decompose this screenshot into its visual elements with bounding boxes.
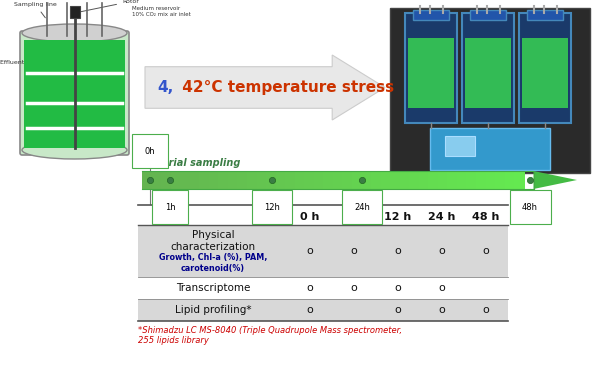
Bar <box>247 171 257 189</box>
Text: o: o <box>350 283 358 293</box>
Text: o: o <box>483 305 489 315</box>
Text: o: o <box>306 283 313 293</box>
FancyBboxPatch shape <box>20 31 129 155</box>
Text: o: o <box>306 305 313 315</box>
Text: o: o <box>439 283 445 293</box>
Bar <box>362 171 372 189</box>
Text: 0h: 0h <box>145 147 156 155</box>
Bar <box>24 40 125 148</box>
Bar <box>522 38 568 108</box>
Bar <box>218 171 229 189</box>
Bar <box>381 171 392 189</box>
Bar <box>413 10 449 20</box>
Bar <box>161 171 172 189</box>
Bar <box>470 10 506 20</box>
Text: 4,: 4, <box>157 80 173 95</box>
Bar <box>400 171 411 189</box>
Text: 24 h: 24 h <box>429 212 456 222</box>
Polygon shape <box>533 171 577 189</box>
Bar <box>457 171 468 189</box>
Bar <box>465 38 511 108</box>
Text: 12 h: 12 h <box>384 212 412 222</box>
Text: o: o <box>395 283 401 293</box>
Bar <box>170 171 181 189</box>
Bar <box>514 171 525 189</box>
Bar <box>408 38 454 108</box>
Text: Physical
characterization: Physical characterization <box>170 230 256 252</box>
Bar <box>333 171 344 189</box>
Bar <box>313 171 325 189</box>
Text: Growth, Chl-a (%), PAM,
carotenoid(%): Growth, Chl-a (%), PAM, carotenoid(%) <box>159 253 267 273</box>
Bar <box>467 171 477 189</box>
Text: Effluent reservoir: Effluent reservoir <box>0 60 54 66</box>
Bar <box>138 225 508 277</box>
Text: Serial sampling: Serial sampling <box>155 158 240 168</box>
Text: o: o <box>483 246 489 256</box>
Bar <box>390 8 590 173</box>
Bar <box>419 171 430 189</box>
Ellipse shape <box>22 141 127 159</box>
Bar <box>527 10 563 20</box>
Bar <box>285 171 296 189</box>
Text: Rotor: Rotor <box>77 0 139 13</box>
Text: Medium reservoir
10% CO₂ mix air inlet: Medium reservoir 10% CO₂ mix air inlet <box>132 6 191 17</box>
Bar <box>275 171 287 189</box>
Ellipse shape <box>22 24 127 42</box>
Text: 1h: 1h <box>164 203 175 211</box>
Text: 48 h: 48 h <box>472 212 499 222</box>
Bar <box>209 171 219 189</box>
Bar <box>70 6 79 18</box>
Bar <box>142 171 153 189</box>
Bar <box>519 13 571 123</box>
Text: o: o <box>306 246 313 256</box>
Bar <box>323 171 334 189</box>
Bar <box>190 171 200 189</box>
Polygon shape <box>145 55 385 120</box>
Bar <box>304 171 315 189</box>
Bar <box>138 277 508 299</box>
Bar <box>199 171 210 189</box>
Text: 42°C temperature stress: 42°C temperature stress <box>177 80 394 95</box>
Bar <box>294 171 306 189</box>
Bar <box>409 171 420 189</box>
Text: o: o <box>350 246 358 256</box>
Bar <box>342 171 353 189</box>
Bar <box>505 171 516 189</box>
Text: 1 h: 1 h <box>344 212 364 222</box>
Bar <box>228 171 238 189</box>
Bar <box>438 171 449 189</box>
Bar <box>430 128 550 170</box>
Text: o: o <box>395 305 401 315</box>
Text: 48h: 48h <box>522 203 538 211</box>
Bar <box>390 171 401 189</box>
Bar <box>371 171 382 189</box>
Text: 0 h: 0 h <box>300 212 319 222</box>
Bar <box>476 171 487 189</box>
Text: 24h: 24h <box>354 203 370 211</box>
Bar <box>237 171 248 189</box>
Bar <box>151 171 162 189</box>
Bar <box>462 13 514 123</box>
Bar <box>138 299 508 321</box>
Bar <box>405 13 457 123</box>
Text: *Shimadzu LC MS-8040 (Triple Quadrupole Mass spectrometer,
255 lipids library: *Shimadzu LC MS-8040 (Triple Quadrupole … <box>138 326 402 345</box>
Bar <box>180 171 191 189</box>
Bar <box>256 171 267 189</box>
Bar <box>495 171 506 189</box>
Text: o: o <box>439 246 445 256</box>
Bar <box>429 171 439 189</box>
Bar <box>445 136 475 156</box>
Bar <box>266 171 277 189</box>
Bar <box>352 171 363 189</box>
Bar <box>486 171 496 189</box>
Text: Sampling line: Sampling line <box>14 2 57 18</box>
Text: o: o <box>395 246 401 256</box>
Text: Transcriptome: Transcriptome <box>176 283 250 293</box>
Text: Lipid profiling*: Lipid profiling* <box>175 305 252 315</box>
Text: o: o <box>439 305 445 315</box>
Text: 12h: 12h <box>264 203 280 211</box>
Bar <box>448 171 458 189</box>
